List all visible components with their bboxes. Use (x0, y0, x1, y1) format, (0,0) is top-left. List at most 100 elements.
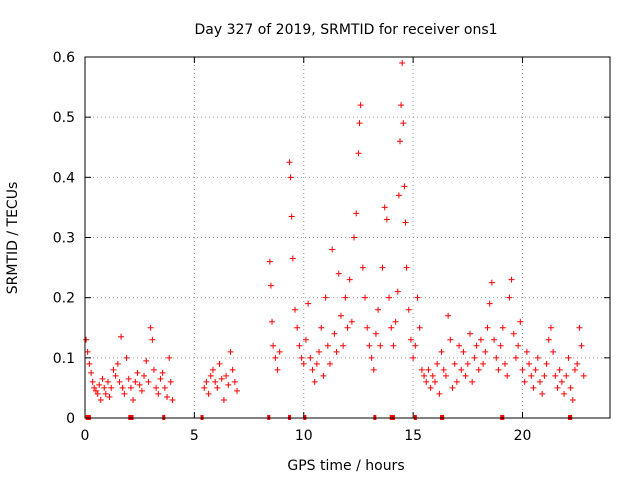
data-point (523, 348, 530, 355)
data-point (359, 264, 366, 271)
data-point (97, 396, 104, 403)
data-point (521, 378, 528, 385)
data-point (561, 390, 568, 397)
data-point (526, 360, 533, 367)
data-point (157, 375, 164, 382)
data-point (287, 174, 294, 181)
data-point (453, 378, 460, 385)
data-point (147, 324, 154, 331)
data-point (563, 372, 570, 379)
data-point (580, 372, 587, 379)
data-point (488, 279, 495, 286)
data-point (267, 282, 274, 289)
data-point (91, 384, 98, 391)
data-point (216, 360, 223, 367)
data-point (316, 348, 323, 355)
data-point (519, 366, 526, 373)
data-point (322, 294, 329, 301)
data-point (270, 342, 277, 349)
data-point (471, 354, 478, 361)
data-point (381, 204, 388, 211)
data-point (576, 324, 583, 331)
data-point (456, 342, 463, 349)
data-point (504, 372, 511, 379)
data-point (150, 366, 157, 373)
data-point (223, 372, 230, 379)
data-point (161, 384, 168, 391)
data-point (311, 378, 318, 385)
data-point (403, 264, 410, 271)
data-point (386, 294, 393, 301)
data-point (475, 366, 482, 373)
data-point (348, 318, 355, 325)
data-point (383, 216, 390, 223)
data-point (114, 360, 121, 367)
data-point (449, 384, 456, 391)
data-point (512, 354, 519, 361)
data-point (141, 372, 148, 379)
data-point (497, 342, 504, 349)
data-point (416, 324, 423, 331)
data-point (375, 306, 382, 313)
data-point (467, 330, 473, 337)
data-point (309, 366, 316, 373)
y-tick-label: 0.3 (53, 231, 75, 247)
data-point (149, 336, 156, 343)
data-point (231, 378, 238, 385)
data-point (318, 324, 325, 331)
data-point (340, 342, 347, 349)
data-point (313, 360, 320, 367)
x-tick-label: 15 (404, 428, 422, 444)
x-tick-label: 20 (514, 428, 532, 444)
data-point (353, 210, 360, 217)
data-point (331, 330, 338, 337)
data-point (127, 384, 134, 391)
data-point (364, 324, 371, 331)
data-point (569, 396, 576, 403)
data-point (112, 372, 119, 379)
data-point (402, 219, 409, 226)
data-point (294, 324, 301, 331)
data-point (517, 318, 524, 325)
data-point (94, 390, 101, 397)
data-point (462, 372, 469, 379)
data-point (392, 318, 399, 325)
data-point (159, 369, 166, 376)
data-point (356, 120, 363, 127)
y-tick-label: 0.1 (53, 351, 75, 367)
data-point (209, 366, 216, 373)
data-point (357, 102, 364, 109)
data-point (515, 342, 522, 349)
data-point (477, 336, 484, 343)
data-point (499, 324, 506, 331)
data-point (366, 342, 373, 349)
data-point (398, 102, 405, 109)
data-point (130, 396, 137, 403)
data-point (554, 384, 561, 391)
data-point (169, 396, 176, 403)
data-point (440, 366, 447, 373)
data-point (92, 387, 99, 394)
data-point (480, 360, 487, 367)
data-point (541, 372, 548, 379)
data-point (528, 372, 535, 379)
data-point (286, 159, 293, 166)
data-point (491, 336, 498, 343)
data-point (464, 360, 471, 367)
data-point (145, 378, 152, 385)
data-point (106, 393, 113, 400)
data-point (442, 372, 449, 379)
data-point (320, 372, 327, 379)
data-point (123, 354, 130, 361)
y-tick-label: 0.2 (53, 291, 75, 307)
data-point (405, 306, 412, 313)
data-point (362, 294, 368, 301)
data-point (407, 336, 414, 343)
data-point (116, 378, 123, 385)
data-point (421, 372, 428, 379)
data-point (298, 354, 305, 361)
data-point (136, 381, 143, 388)
data-point (153, 384, 160, 391)
data-point (574, 360, 581, 367)
